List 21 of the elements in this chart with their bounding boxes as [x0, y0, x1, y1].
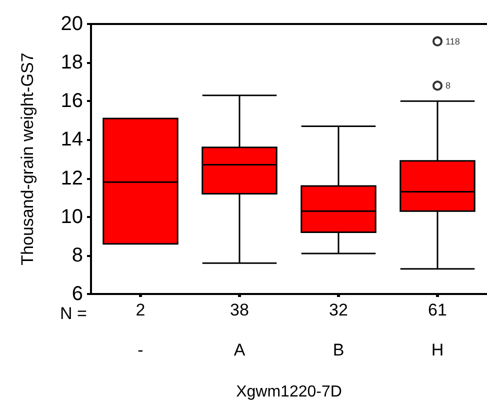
y-axis-title: Thousand-grain weight-GS7	[18, 52, 37, 266]
annotation: 8	[446, 80, 451, 91]
text: N =	[60, 304, 87, 323]
y-tick-label: 14	[60, 128, 83, 151]
y-tick-label: 18	[60, 52, 83, 74]
annotation: 61	[428, 300, 447, 320]
annotation: 118	[446, 36, 460, 46]
x-tick-label: B	[332, 340, 344, 360]
y-tick-label: 20	[60, 13, 83, 35]
x-tick-label: A	[234, 340, 246, 360]
annotation: 2	[136, 300, 146, 320]
x-tick-label: H	[431, 340, 444, 360]
x-tick-label: -	[138, 340, 144, 360]
x-axis-title: Xgwm1220-7D	[236, 384, 342, 400]
y-tick-label: 16	[60, 90, 83, 112]
annotation: 38	[230, 300, 249, 320]
annotation: 32	[329, 300, 348, 320]
y-tick-label: 12	[60, 167, 83, 190]
y-tick-label: 10	[60, 206, 83, 228]
y-tick-label: 8	[72, 244, 83, 266]
y-tick-label: 6	[72, 283, 83, 305]
